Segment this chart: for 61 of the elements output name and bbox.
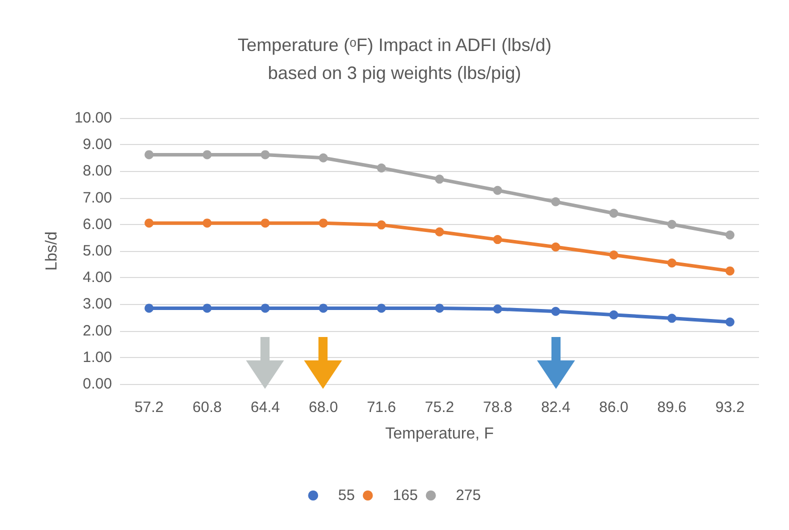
point (202, 304, 212, 313)
y-tick-label: 1.00 (82, 348, 112, 366)
y-tick-label: 2.00 (82, 322, 112, 340)
point (202, 218, 212, 228)
point (609, 208, 618, 218)
y-tick-label: 4.00 (82, 269, 112, 286)
y-tick-label: 9.00 (82, 136, 112, 154)
x-tick-label: 60.8 (192, 399, 222, 416)
point (318, 304, 328, 313)
point (609, 250, 618, 260)
point (493, 235, 502, 244)
point (725, 230, 734, 240)
point (376, 220, 386, 230)
x-tick-label: 89.6 (657, 399, 686, 416)
x-tick-label: 93.2 (715, 399, 745, 416)
point (493, 186, 502, 195)
point (202, 150, 212, 160)
y-tick-label: 8.00 (82, 162, 112, 180)
y-tick-label: 6.00 (82, 216, 112, 233)
point (260, 304, 270, 313)
point (609, 310, 618, 320)
point (667, 220, 676, 229)
legend-label: 275 (456, 487, 481, 504)
x-tick-label: 71.6 (366, 399, 396, 416)
x-tick-label: 57.2 (134, 399, 164, 416)
point (667, 314, 676, 323)
point (260, 218, 270, 228)
point (551, 242, 560, 252)
y-tick-label: 0.00 (82, 376, 112, 392)
point (144, 150, 154, 160)
legend-label: 165 (392, 487, 418, 504)
y-tick-label: 7.00 (82, 189, 112, 206)
point (318, 153, 328, 162)
x-axis-title: Temperature, F (385, 426, 494, 442)
x-tick-label: 75.2 (424, 399, 454, 416)
point (318, 218, 328, 228)
point (260, 150, 270, 160)
point (551, 197, 560, 206)
point (551, 306, 560, 316)
x-tick-label: 78.8 (482, 399, 512, 416)
point (144, 218, 154, 228)
x-tick-label: 82.4 (541, 399, 570, 416)
chart-title: Temperature (ᵒF) Impact in ADFI (lbs/d) based on 3 pig weights (lbs/pig) (238, 35, 552, 83)
point (725, 318, 734, 327)
x-tick-label: 86.0 (599, 399, 628, 416)
y-tick-label: 10.00 (74, 110, 112, 126)
y-axis-title: Lbs/d (44, 231, 60, 271)
point (376, 164, 386, 173)
point (435, 304, 444, 313)
x-tick-label: 64.4 (250, 399, 280, 416)
point (376, 304, 386, 313)
point (435, 174, 444, 184)
legend-label: 55 (338, 487, 355, 504)
x-tick-label: 68.0 (308, 399, 338, 416)
point (144, 304, 154, 313)
point (725, 266, 734, 276)
y-tick-label: 3.00 (82, 296, 112, 313)
point (667, 258, 676, 268)
y-tick-label: 5.00 (82, 242, 112, 260)
point (435, 227, 444, 236)
point (493, 304, 502, 314)
